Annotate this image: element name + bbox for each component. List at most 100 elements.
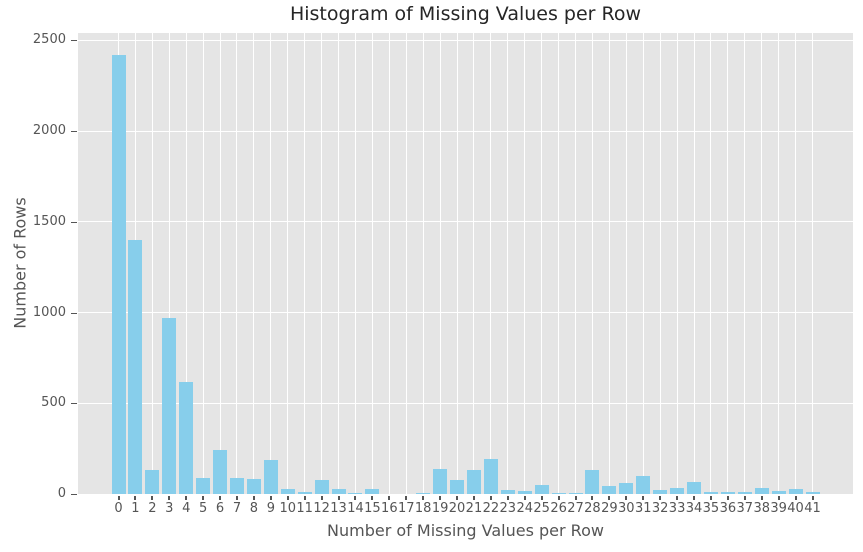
gridline-x [625,33,627,494]
x-tick-mark [439,496,442,500]
x-tick-label: 20 [448,501,466,516]
y-tick-label: 1500 [32,213,66,229]
gridline-x [168,33,170,494]
histogram-bar [720,492,735,494]
gridline-x [236,33,238,494]
x-tick-label: 13 [330,501,347,516]
x-tick-label: 26 [550,501,567,516]
x-tick-label: 2 [148,501,157,516]
gridline-x [321,33,323,494]
x-tick-mark [472,496,475,500]
gridline-y [78,493,853,494]
gridline-y [78,221,853,223]
histogram-bar [433,468,448,494]
histogram-bar [534,485,549,494]
x-tick-label: 16 [381,501,398,516]
gridline-x [388,33,390,494]
x-tick-label: 27 [567,501,584,516]
gridline-x [287,33,289,494]
x-tick-mark [337,496,340,500]
x-tick-label: 5 [198,501,208,516]
gridline-y [78,130,853,132]
y-tick-mark [71,403,77,405]
gridline-x [338,33,340,494]
x-tick-label: 22 [482,501,500,516]
gridline-x [473,33,475,494]
x-tick-mark [523,496,526,500]
histogram-bar [754,487,769,494]
histogram-bar [111,54,126,494]
gridline-x [541,33,543,494]
x-tick-label: 8 [249,501,259,516]
histogram-bar [568,493,583,494]
x-tick-label: 21 [465,501,483,516]
x-tick-mark [777,496,780,500]
gridline-x [202,33,204,494]
histogram-bar [263,459,278,494]
histogram-bar [737,491,752,494]
x-tick-label: 38 [753,501,770,516]
x-tick-mark [168,496,171,500]
x-tick-mark [185,496,188,500]
histogram-bar [297,491,312,494]
gridline-x [185,33,187,494]
x-tick-mark [405,496,408,500]
histogram-bar [653,490,668,494]
x-tick-mark [625,496,628,500]
gridline-x [439,33,441,494]
gridline-x [727,33,729,494]
y-tick-mark [71,494,77,495]
x-tick-mark [760,496,763,500]
histogram-bar [229,477,244,494]
x-tick-mark [252,496,255,500]
x-tick-mark [557,496,560,500]
gridline-x [354,33,356,494]
x-tick-mark [506,496,509,500]
gridline-x [253,33,255,494]
x-tick-label: 17 [397,501,415,516]
plot-area [78,33,853,494]
chart-title: Histogram of Missing Values per Row [289,3,642,25]
gridline-x [490,33,492,494]
x-tick-mark [219,496,222,500]
histogram-bar [602,485,617,494]
histogram-bar [771,490,786,494]
x-tick-label: 23 [499,501,517,516]
x-tick-mark [726,496,729,500]
gridline-x [558,33,560,494]
x-tick-mark [151,496,154,500]
histogram-bar [280,488,295,494]
x-tick-label: 3 [165,501,174,516]
x-tick-label: 33 [668,501,686,516]
histogram-bar [483,458,498,494]
x-tick-label: 1 [131,501,140,516]
x-tick-mark [794,496,797,500]
x-tick-label: 24 [516,501,533,516]
x-tick-label: 31 [634,501,652,516]
histogram-bar [348,492,363,494]
histogram-bar [805,492,820,494]
histogram-bar [416,493,431,494]
gridline-x [778,33,780,494]
histogram-bar [145,470,160,494]
x-tick-mark [235,496,238,500]
y-tick-label: 500 [41,395,66,411]
gridline-x [524,33,526,494]
gridline-x [659,33,661,494]
gridline-x [693,33,695,494]
gridline-x [507,33,509,494]
gridline-x [591,33,593,494]
gridline-x [304,33,306,494]
histogram-bar [466,469,481,494]
x-tick-mark [303,496,306,500]
x-tick-mark [354,496,357,500]
x-tick-mark [540,496,543,500]
x-tick-mark [489,496,492,500]
x-tick-label: 6 [215,501,225,516]
gridline-x [676,33,678,494]
x-tick-label: 25 [533,501,550,516]
gridline-x [151,33,153,494]
gridline-x [270,33,272,494]
histogram-bar [162,318,177,494]
x-tick-label: 7 [232,501,242,516]
